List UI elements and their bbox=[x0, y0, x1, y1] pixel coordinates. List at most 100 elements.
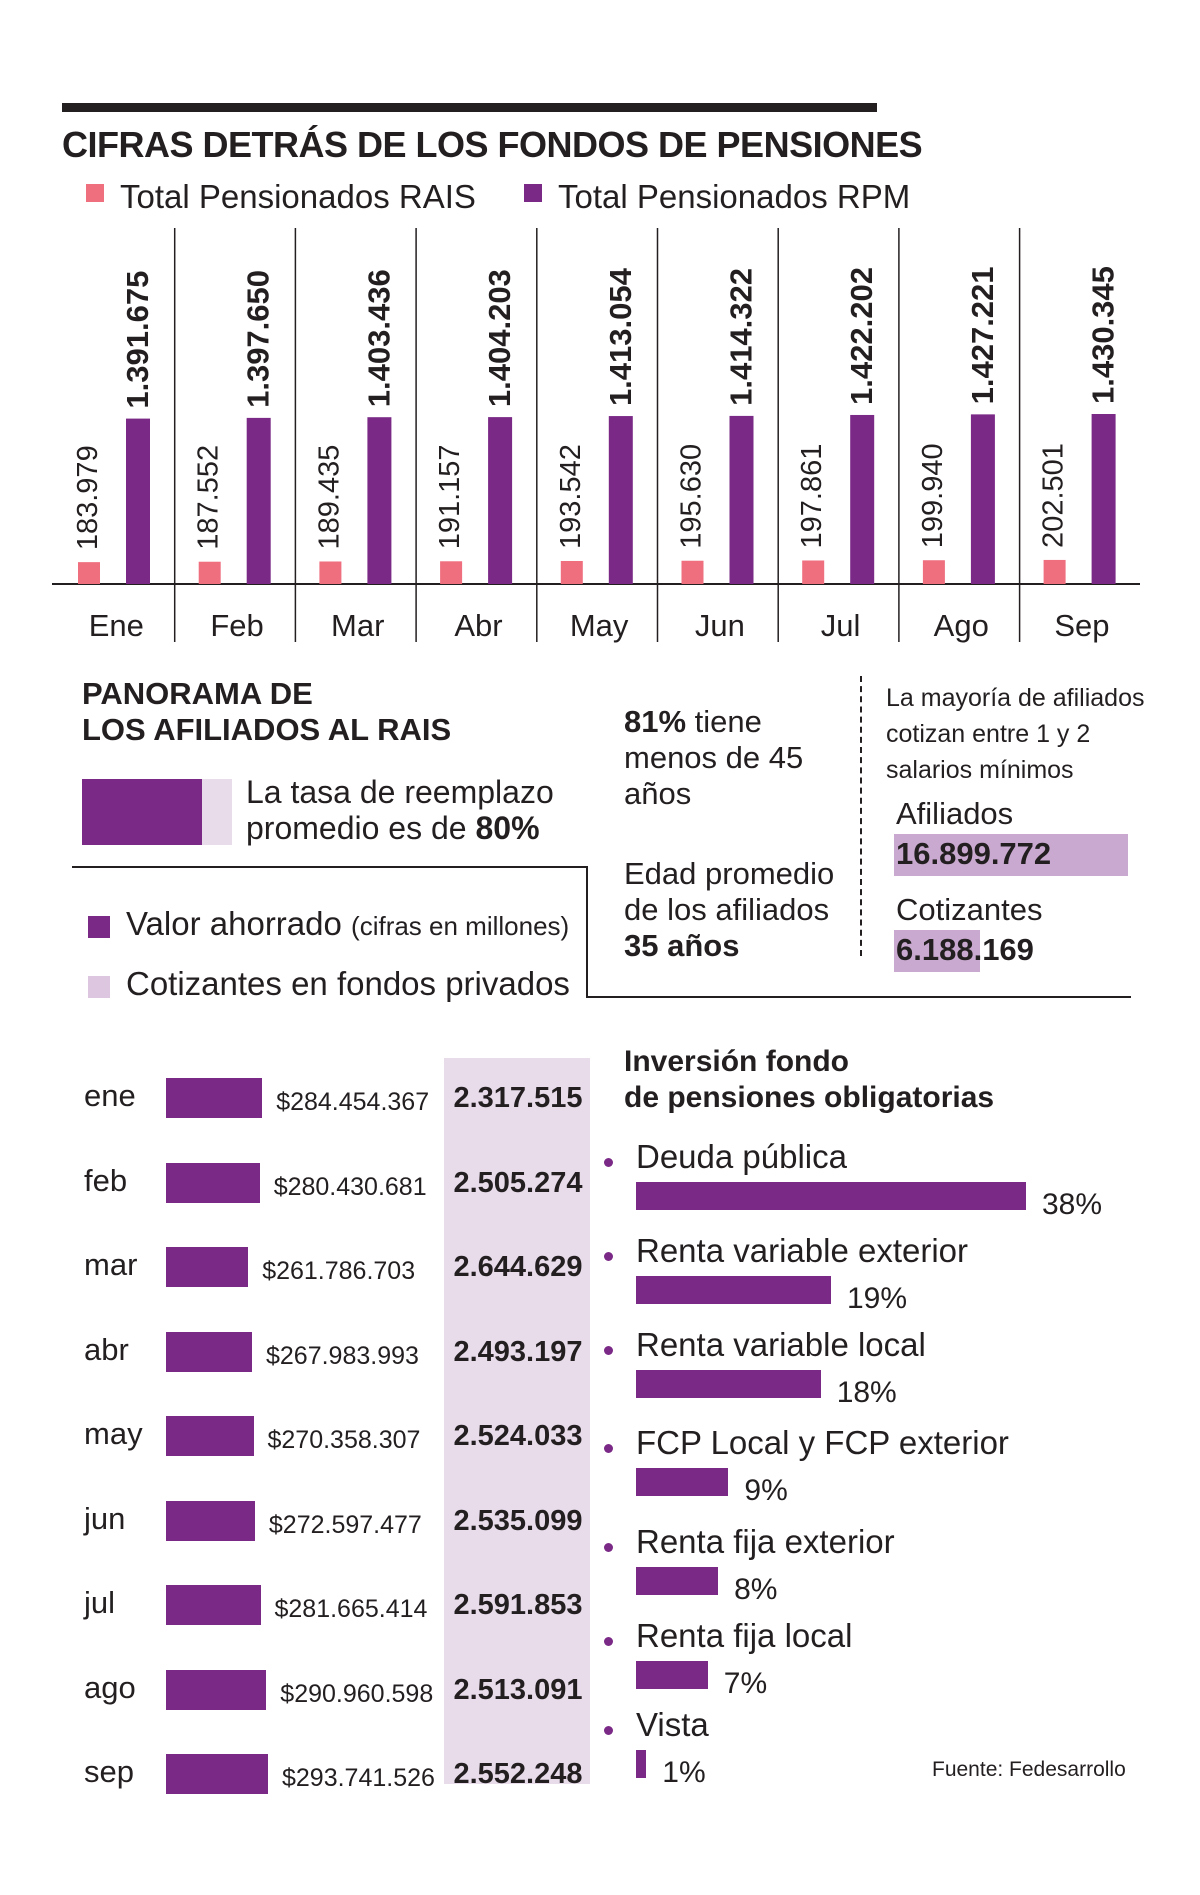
edad-line1: Edad promedio bbox=[624, 856, 835, 891]
rpm-bar bbox=[488, 417, 513, 584]
pensionados-bar-chart: 183.979 1.391.675 Ene 187.552 1.397.650 Feb 18… bbox=[52, 228, 1140, 643]
cotizantes-value: 2.644.629 bbox=[453, 1251, 583, 1283]
tasa-bar-fill bbox=[82, 779, 202, 845]
mayoria-line1: La mayoría de afiliados bbox=[886, 684, 1145, 712]
month-tick-label: Mar bbox=[331, 608, 384, 643]
valor-ahorrado-label: $281.665.414 bbox=[274, 1595, 428, 1623]
cotizantes-bar bbox=[894, 930, 980, 972]
panorama-title-line2: LOS AFILIADOS AL RAIS bbox=[82, 712, 452, 747]
inversion-pct: 18% bbox=[836, 1376, 897, 1409]
month-tick-label: Jul bbox=[821, 608, 861, 643]
month-tick-label: Sep bbox=[1054, 608, 1109, 643]
month-tick-label: Abr bbox=[454, 608, 502, 643]
legend-valor-note: (cifras en millones) bbox=[351, 911, 570, 941]
inversion-pct: 7% bbox=[723, 1667, 768, 1700]
valor-ahorrado-label: $270.358.307 bbox=[267, 1426, 421, 1454]
inversion-bar bbox=[636, 1276, 831, 1304]
bullet-icon bbox=[604, 1346, 613, 1355]
tasa-value: 80% bbox=[475, 810, 540, 846]
inversion-title: Inversión fondo de pensiones obligatoria… bbox=[624, 1044, 994, 1116]
rpm-value-label: 1.397.650 bbox=[241, 270, 276, 408]
cotizantes-value: 2.535.099 bbox=[453, 1504, 583, 1537]
page-title: CIFRAS DETRÁS DE LOS FONDOS DE PENSIONES bbox=[62, 124, 923, 165]
menos45-value: 81% bbox=[624, 704, 687, 739]
mayoria-block: La mayoría de afiliados cotizan entre 1 … bbox=[886, 680, 1144, 788]
valor-ahorrado-bar bbox=[166, 1331, 252, 1372]
rpm-bar bbox=[608, 416, 633, 584]
bullet-icon bbox=[604, 1252, 613, 1261]
valor-ahorrado-bar bbox=[166, 1247, 249, 1287]
tasa-line1: La tasa de reemplazo bbox=[246, 774, 554, 810]
rais-bar bbox=[1043, 559, 1066, 584]
cotizantes-value: 2.505.274 bbox=[453, 1166, 583, 1199]
rais-value-label: 183.979 bbox=[72, 445, 104, 550]
inversion-bar bbox=[636, 1661, 708, 1689]
rpm-value-label: 1.403.436 bbox=[361, 269, 396, 407]
inversion-bar bbox=[636, 1370, 821, 1398]
menos45-line3: años bbox=[624, 776, 692, 811]
edad-line2: de los afiliados bbox=[624, 892, 830, 927]
monthly-month-label: mar bbox=[84, 1247, 138, 1282]
legend-rpm-label: Total Pensionados RPM bbox=[558, 178, 911, 215]
rpm-bar bbox=[729, 415, 754, 584]
rpm-bar bbox=[850, 414, 875, 584]
rais-bar bbox=[922, 560, 945, 584]
panorama-title-line1: PANORAMA DE bbox=[82, 676, 313, 711]
valor-ahorrado-bar bbox=[166, 1500, 255, 1541]
rais-bar bbox=[560, 560, 583, 584]
rpm-bar bbox=[246, 417, 271, 584]
top-rule bbox=[62, 103, 877, 112]
legend-valor-label: Valor ahorrado bbox=[126, 905, 342, 942]
rpm-value-label: 1.404.203 bbox=[482, 269, 517, 407]
inversion-pct: 38% bbox=[1042, 1188, 1103, 1221]
monthly-month-label: abr bbox=[84, 1331, 129, 1367]
cotizantes-column-bg bbox=[444, 1058, 590, 1784]
monthly-month-label: jun bbox=[84, 1500, 126, 1536]
valor-ahorrado-bar bbox=[166, 1078, 263, 1118]
legend-rais-label: Total Pensionados RAIS bbox=[120, 178, 476, 215]
legend-cotizantes-label: Cotizantes en fondos privados bbox=[126, 965, 570, 1002]
menos45-block: 81% tiene menos de 45 años bbox=[624, 704, 803, 812]
month-tick-label: Ago bbox=[934, 608, 989, 643]
bullet-icon bbox=[604, 1444, 613, 1453]
month-tick-label: May bbox=[570, 608, 629, 643]
afiliados-label: Afiliados bbox=[896, 796, 1014, 831]
valor-ahorrado-bar bbox=[166, 1669, 267, 1710]
bullet-icon bbox=[604, 1543, 613, 1552]
valor-ahorrado-label: $267.983.993 bbox=[266, 1341, 419, 1370]
rpm-value-label: 1.427.221 bbox=[965, 266, 1000, 404]
tasa-line2: promedio es de 80% bbox=[246, 810, 554, 846]
valor-ahorrado-bar bbox=[166, 1754, 268, 1794]
panorama-divider-h1 bbox=[72, 866, 588, 868]
rais-value-label: 195.630 bbox=[676, 444, 708, 549]
tasa-line2-prefix: promedio es de bbox=[246, 810, 476, 846]
rais-value-label: 187.552 bbox=[193, 445, 225, 550]
bullet-icon bbox=[604, 1158, 613, 1167]
rpm-value-label: 1.414.322 bbox=[724, 268, 759, 406]
rais-value-label: 193.542 bbox=[555, 444, 587, 549]
inversion-label: Renta variable local bbox=[636, 1326, 926, 1363]
rais-value-label: 191.157 bbox=[434, 444, 466, 549]
rais-value-label: 199.940 bbox=[917, 443, 949, 548]
valor-ahorrado-label: $290.960.598 bbox=[280, 1679, 434, 1708]
valor-ahorrado-label: $272.597.477 bbox=[268, 1510, 422, 1539]
rais-bar bbox=[319, 561, 342, 584]
cotizantes-value: 2.591.853 bbox=[453, 1589, 583, 1621]
rpm-value-label: 1.422.202 bbox=[844, 267, 879, 405]
cotizantes-value: 2.317.515 bbox=[453, 1082, 583, 1114]
rpm-bar bbox=[367, 417, 392, 584]
valor-ahorrado-label: $261.786.703 bbox=[262, 1257, 416, 1285]
monthly-month-label: sep bbox=[84, 1754, 134, 1789]
inversion-bar bbox=[636, 1567, 719, 1595]
inversion-label: Renta fija local bbox=[636, 1617, 853, 1654]
legend-valor: Valor ahorrado (cifras en millones) bbox=[126, 906, 569, 944]
valor-ahorrado-bar bbox=[166, 1416, 254, 1456]
rpm-value-label: 1.413.054 bbox=[603, 267, 638, 406]
legend-rpm-swatch bbox=[524, 184, 542, 202]
inversion-label: Deuda pública bbox=[636, 1138, 847, 1175]
rais-bar bbox=[440, 561, 463, 584]
panorama-dashed-divider bbox=[860, 676, 862, 956]
cotizantes-value: 2.524.033 bbox=[453, 1420, 583, 1452]
legend-rais-swatch bbox=[86, 184, 104, 202]
afiliados-bar bbox=[894, 834, 1128, 876]
